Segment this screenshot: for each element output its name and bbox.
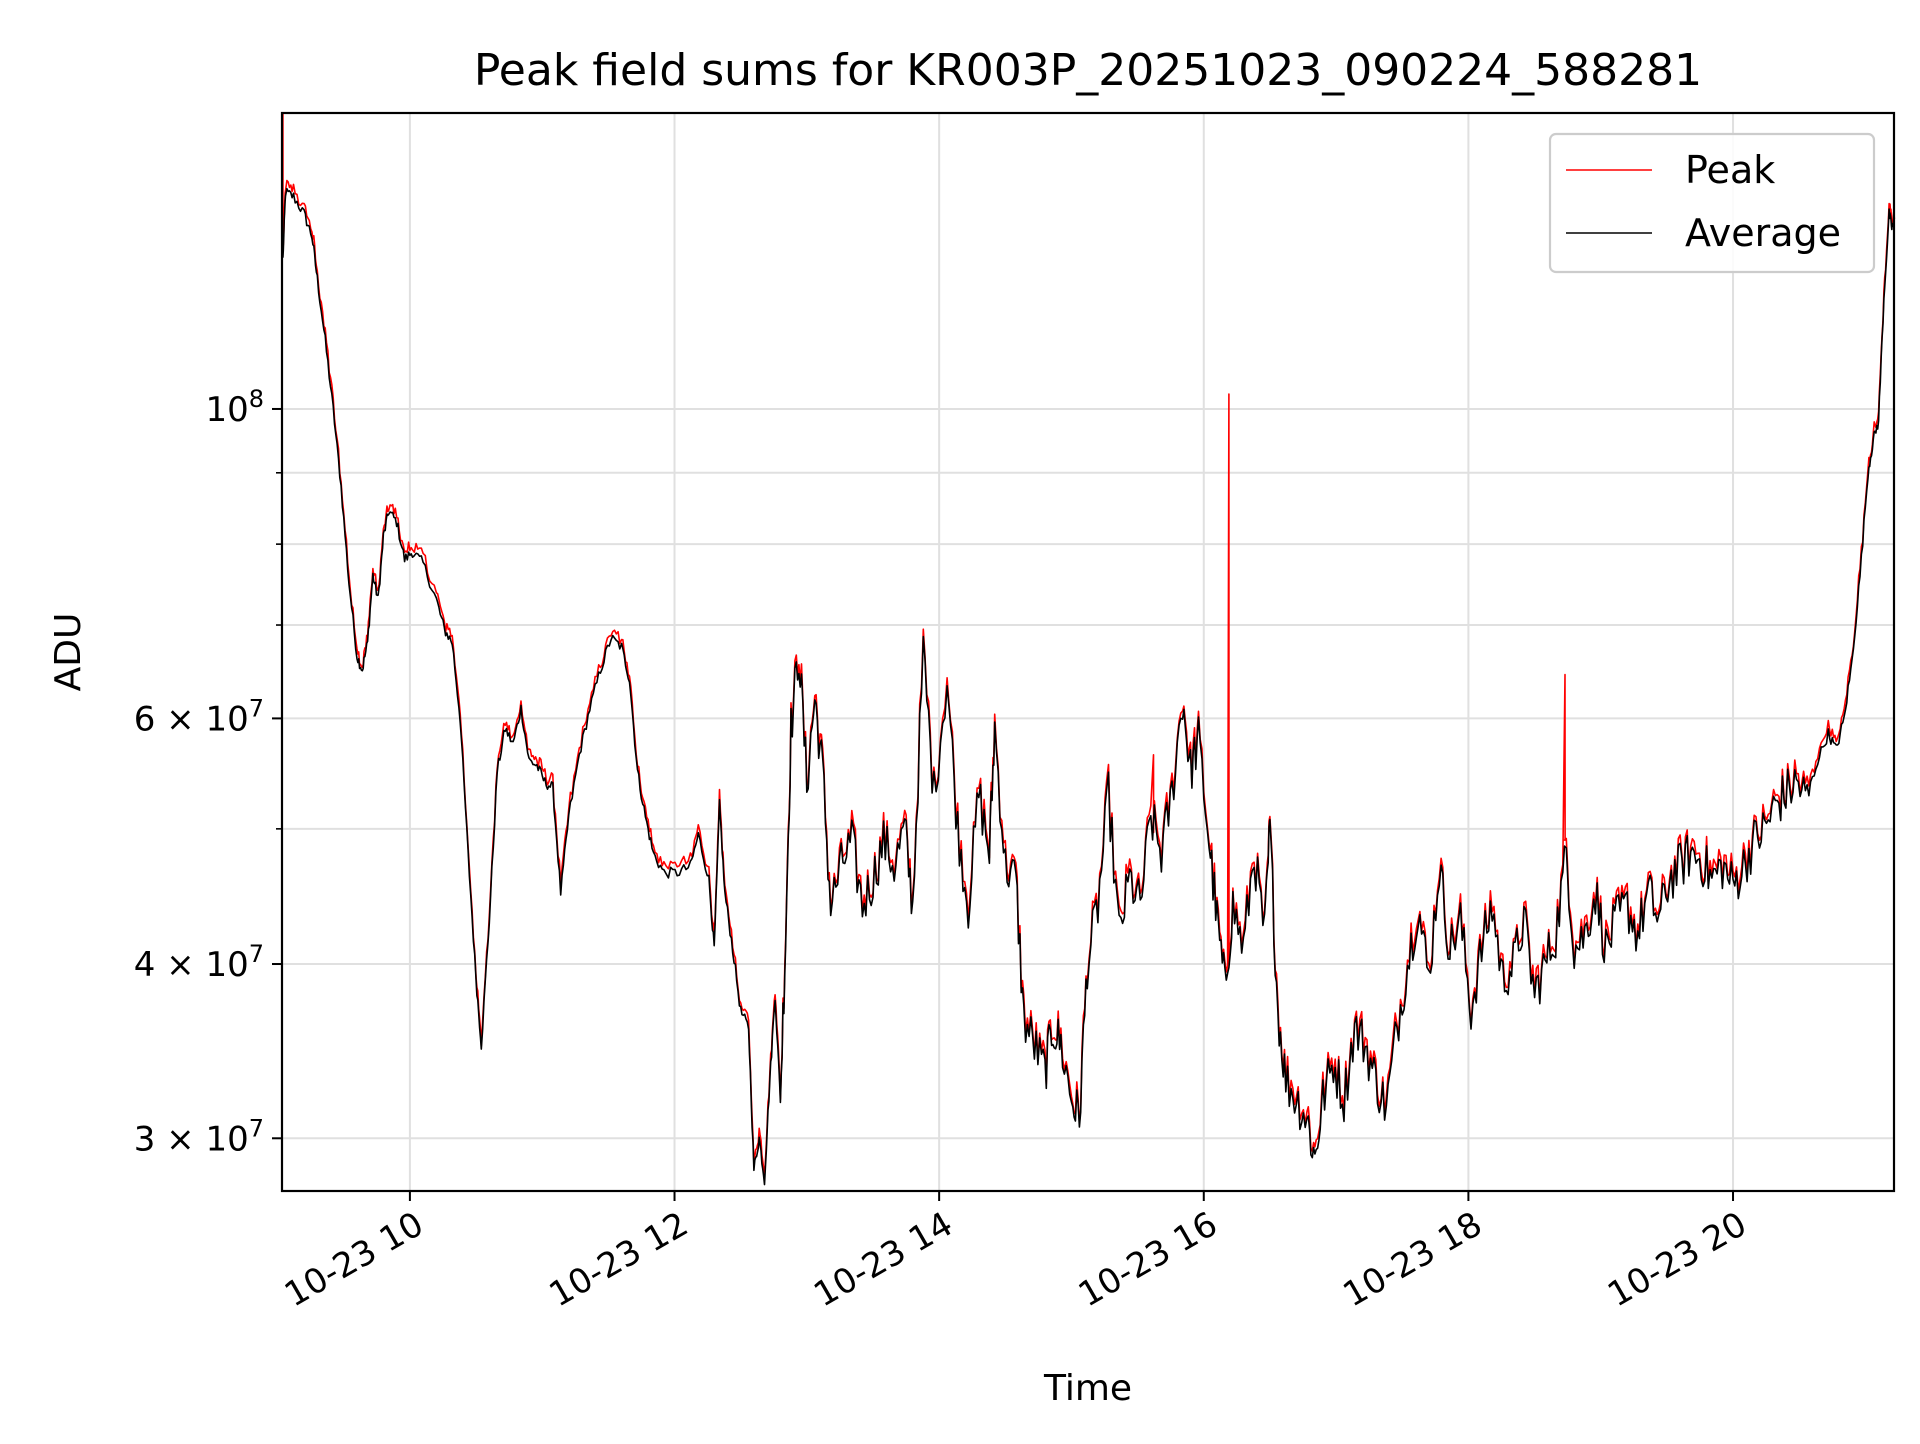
y-tick-label: 4 × 107 (134, 940, 264, 985)
series-layer (282, 112, 1896, 1186)
legend-label-average: Average (1685, 211, 1841, 255)
plot-area-frame (280, 111, 1896, 1193)
y-tick-label: 6 × 107 (134, 694, 264, 739)
grid-layer (282, 113, 1894, 1191)
legend-label-peak: Peak (1685, 148, 1775, 192)
legend-box (1548, 132, 1876, 274)
chart-title: Peak field sums for KR003P_20251023_0902… (474, 45, 1702, 96)
chart-legend: Peak Average (1548, 132, 1876, 274)
y-axis-label: ADU (48, 613, 89, 692)
y-tick-label: 108 (205, 385, 264, 430)
y-tick-label: 3 × 107 (134, 1114, 264, 1159)
series-line-average (282, 187, 1896, 1186)
x-axis-label: Time (1043, 1368, 1132, 1409)
